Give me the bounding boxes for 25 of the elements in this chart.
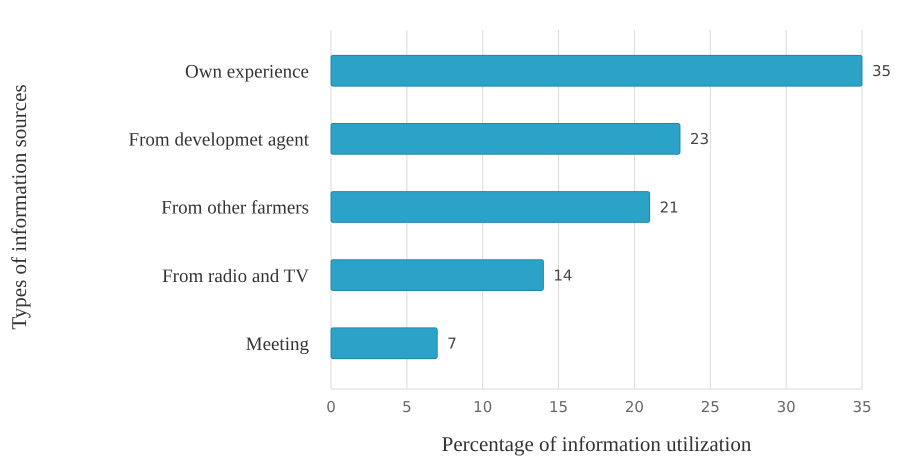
bar [330, 54, 862, 87]
x-tick-label: 5 [402, 398, 412, 416]
data-label: 21 [660, 198, 679, 216]
data-label: 14 [553, 266, 572, 284]
y-axis-title: Types of information sources [7, 84, 31, 330]
y-tick-label: From developmet agent [128, 130, 310, 151]
x-tick-label: 35 [852, 398, 872, 416]
bar [330, 327, 438, 360]
x-tick-label: 20 [624, 398, 644, 416]
data-label: 35 [872, 62, 892, 80]
x-tick-label: 0 [326, 398, 336, 416]
y-tick-label: From other farmers [161, 198, 309, 219]
y-tick-label: From radio and TV [162, 266, 310, 287]
bar [330, 191, 650, 223]
y-tick-label: Own experience [185, 61, 309, 82]
x-tick-label: 25 [700, 398, 720, 416]
x-tick-label: 15 [549, 398, 568, 416]
x-axis-title: Percentage of information utilization [442, 432, 752, 456]
data-label: 23 [690, 130, 710, 148]
x-tick-label: 30 [776, 398, 796, 416]
data-label: 7 [447, 334, 457, 352]
x-tick-label: 10 [473, 398, 492, 416]
bar [330, 123, 680, 155]
y-tick-label: Meeting [246, 334, 310, 355]
bar [330, 259, 544, 291]
